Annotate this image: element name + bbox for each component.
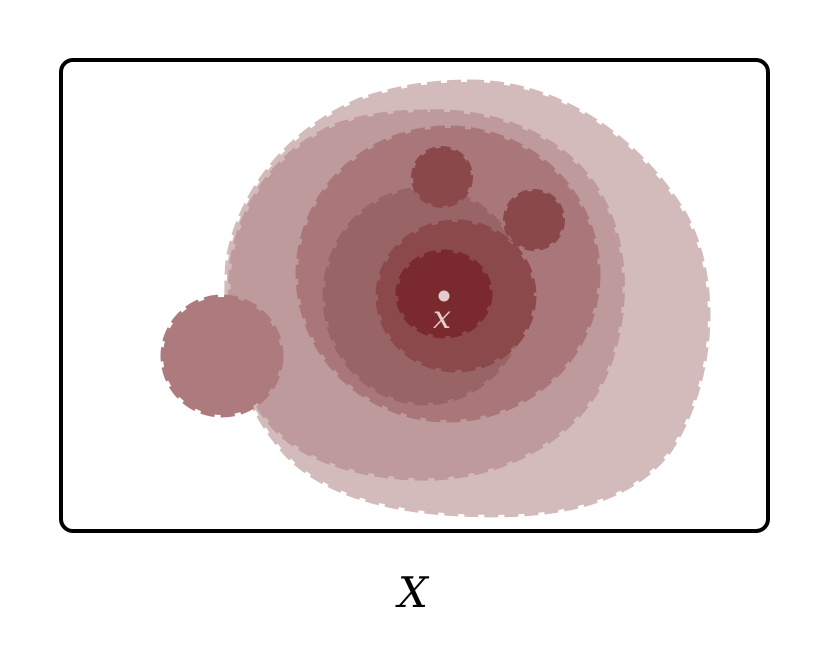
small-disk-upper: [411, 146, 473, 208]
space-label: X: [395, 568, 430, 617]
point-label: x: [433, 298, 451, 336]
point-marker: [438, 290, 450, 302]
side-disk: [160, 294, 284, 418]
small-disk-right: [503, 189, 565, 251]
